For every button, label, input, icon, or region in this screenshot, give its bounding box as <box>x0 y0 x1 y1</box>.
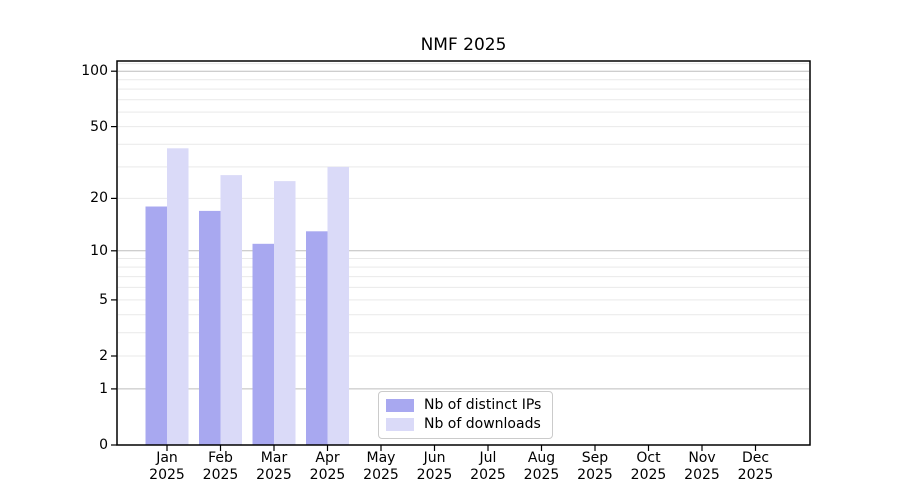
legend-label-distinct-ips: Nb of distinct IPs <box>424 397 542 413</box>
y-tick-label: 20 <box>90 190 108 207</box>
x-tick-label: Sep 2025 <box>577 450 613 483</box>
legend-label-downloads: Nb of downloads <box>424 416 541 432</box>
y-tick-label: 50 <box>90 118 108 135</box>
bar-distinct-ips-feb <box>199 210 221 445</box>
x-tick-label: Feb 2025 <box>202 450 239 483</box>
bar-downloads-apr <box>327 166 349 445</box>
y-tick-label: 5 <box>99 291 108 308</box>
x-tick-label: Jul 2025 <box>470 450 506 483</box>
x-tick-label: Jun 2025 <box>416 450 453 483</box>
legend-item-downloads: Nb of downloads <box>386 416 541 432</box>
legend-swatch-distinct-ips <box>386 398 414 412</box>
bar-distinct-ips-jan <box>145 206 167 445</box>
legend: Nb of distinct IPs Nb of downloads <box>378 391 554 439</box>
x-tick-label: Aug 2025 <box>523 450 560 483</box>
x-tick-label: Oct 2025 <box>630 450 667 483</box>
y-tick-label: 2 <box>99 348 108 364</box>
y-tick-label: 1 <box>99 380 108 397</box>
plot-border <box>116 60 811 446</box>
legend-swatch-downloads <box>386 417 414 431</box>
bar-distinct-ips-apr <box>306 231 328 445</box>
bar-downloads-mar <box>274 181 296 445</box>
y-tick-label: 100 <box>81 63 108 80</box>
x-tick-label: Apr 2025 <box>309 450 346 483</box>
x-tick-label: Dec 2025 <box>737 450 774 483</box>
x-tick-label: Mar 2025 <box>256 450 292 483</box>
legend-item-distinct-ips: Nb of distinct IPs <box>386 397 541 413</box>
chart-title: NMF 2025 <box>420 35 507 55</box>
x-tick-label: Nov 2025 <box>684 450 720 483</box>
x-tick-label: May 2025 <box>363 450 399 483</box>
bar-downloads-jan <box>167 148 189 446</box>
y-tick-label: 0 <box>99 437 108 453</box>
x-tick-label: Jan 2025 <box>149 450 185 483</box>
bar-downloads-feb <box>220 175 242 445</box>
bar-distinct-ips-mar <box>252 243 274 445</box>
y-tick-label: 10 <box>90 242 108 259</box>
